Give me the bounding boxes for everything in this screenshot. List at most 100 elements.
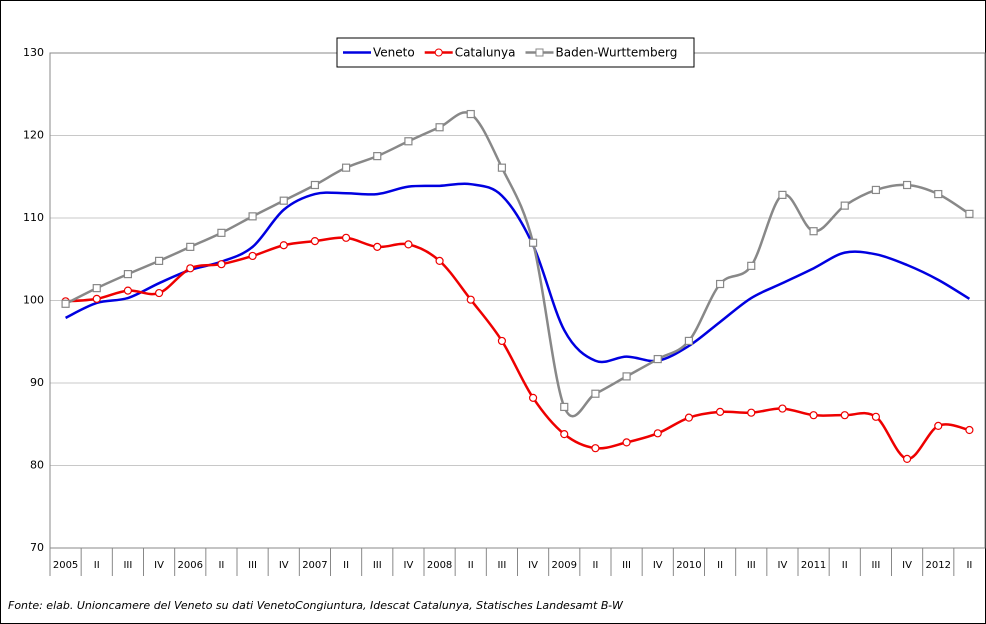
legend-label: Baden-Wurttemberg	[556, 46, 678, 60]
point	[715, 279, 725, 289]
point	[528, 393, 538, 402]
point	[934, 421, 943, 430]
point	[840, 201, 849, 210]
x-tick-label: IV	[778, 560, 788, 571]
x-tick-label: IV	[528, 560, 538, 571]
point	[466, 295, 475, 304]
point	[871, 185, 881, 195]
point	[341, 233, 351, 242]
legend-label: Catalunya	[455, 46, 516, 60]
point	[217, 260, 226, 269]
x-tick-label: III	[248, 560, 257, 571]
source-note: Fonte: elab. Unioncamere del Veneto su d…	[8, 599, 624, 612]
point	[653, 429, 662, 438]
point	[404, 137, 413, 146]
point	[310, 237, 320, 246]
point	[154, 288, 164, 298]
point	[560, 430, 569, 439]
x-tick-label: IV	[653, 560, 663, 571]
y-tick-label: 100	[23, 294, 44, 307]
x-tick-label: III	[747, 560, 756, 571]
point	[61, 299, 70, 308]
point	[747, 261, 756, 270]
x-tick-label: III	[123, 560, 132, 571]
point	[154, 256, 164, 265]
point	[715, 407, 725, 416]
y-tick-label: 120	[23, 129, 44, 142]
x-tick-label: II	[966, 560, 972, 571]
point	[684, 413, 694, 422]
point	[466, 109, 475, 119]
point	[186, 242, 195, 251]
legend-label: Veneto	[373, 46, 415, 60]
x-tick-label: IV	[279, 560, 289, 571]
x-tick-label: 2006	[178, 560, 203, 571]
point	[653, 354, 662, 364]
x-tick-label: 2007	[302, 560, 327, 571]
x-tick-label: IV	[404, 560, 414, 571]
point	[902, 180, 912, 190]
point	[435, 256, 444, 265]
point	[248, 251, 257, 261]
point	[92, 284, 101, 293]
x-tick-label: 2009	[552, 560, 577, 571]
point	[279, 241, 288, 250]
point	[778, 190, 787, 199]
y-tick-label: 80	[30, 459, 44, 472]
point	[248, 212, 257, 221]
x-tick-label: II	[717, 560, 723, 571]
x-tick-label: III	[871, 560, 880, 571]
x-tick-label: II	[218, 560, 224, 571]
point	[684, 336, 694, 346]
point	[123, 270, 133, 279]
x-tick-label: 2011	[801, 560, 826, 571]
point	[373, 152, 382, 161]
legend-marker	[434, 48, 443, 57]
point	[310, 180, 320, 190]
x-tick-label: 2008	[427, 560, 452, 571]
point	[902, 454, 912, 463]
y-tick-label: 70	[30, 541, 44, 554]
point	[528, 238, 538, 247]
point	[965, 425, 974, 435]
point	[871, 412, 881, 421]
x-tick-label: III	[622, 560, 631, 571]
point	[92, 294, 101, 303]
x-tick-label: II	[94, 560, 100, 571]
x-tick-label: IV	[902, 560, 912, 571]
point	[404, 240, 413, 249]
point	[217, 228, 226, 237]
point	[622, 372, 631, 381]
point	[373, 242, 382, 251]
point	[747, 408, 756, 417]
point	[341, 163, 351, 172]
legend-box	[336, 37, 695, 68]
x-tick-label: II	[343, 560, 349, 571]
point	[840, 411, 849, 420]
x-tick-label: III	[373, 560, 382, 571]
x-tick-label: II	[592, 560, 598, 571]
point	[497, 163, 507, 172]
x-tick-label: 2012	[926, 560, 951, 571]
point	[965, 209, 974, 218]
point	[934, 189, 943, 199]
point	[123, 286, 133, 295]
point	[809, 411, 818, 420]
x-tick-label: II	[842, 560, 848, 571]
point	[435, 123, 444, 132]
y-tick-label: 130	[23, 46, 44, 59]
y-tick-label: 110	[23, 211, 44, 224]
point	[809, 227, 818, 236]
point	[279, 196, 288, 205]
x-tick-label: II	[468, 560, 474, 571]
y-tick-label: 90	[30, 376, 44, 389]
point	[560, 402, 569, 412]
legend-marker	[535, 48, 544, 57]
point	[591, 389, 600, 398]
x-tick-label: IV	[154, 560, 164, 571]
point	[497, 336, 507, 346]
x-tick-label: 2005	[53, 560, 78, 571]
point	[591, 444, 600, 453]
